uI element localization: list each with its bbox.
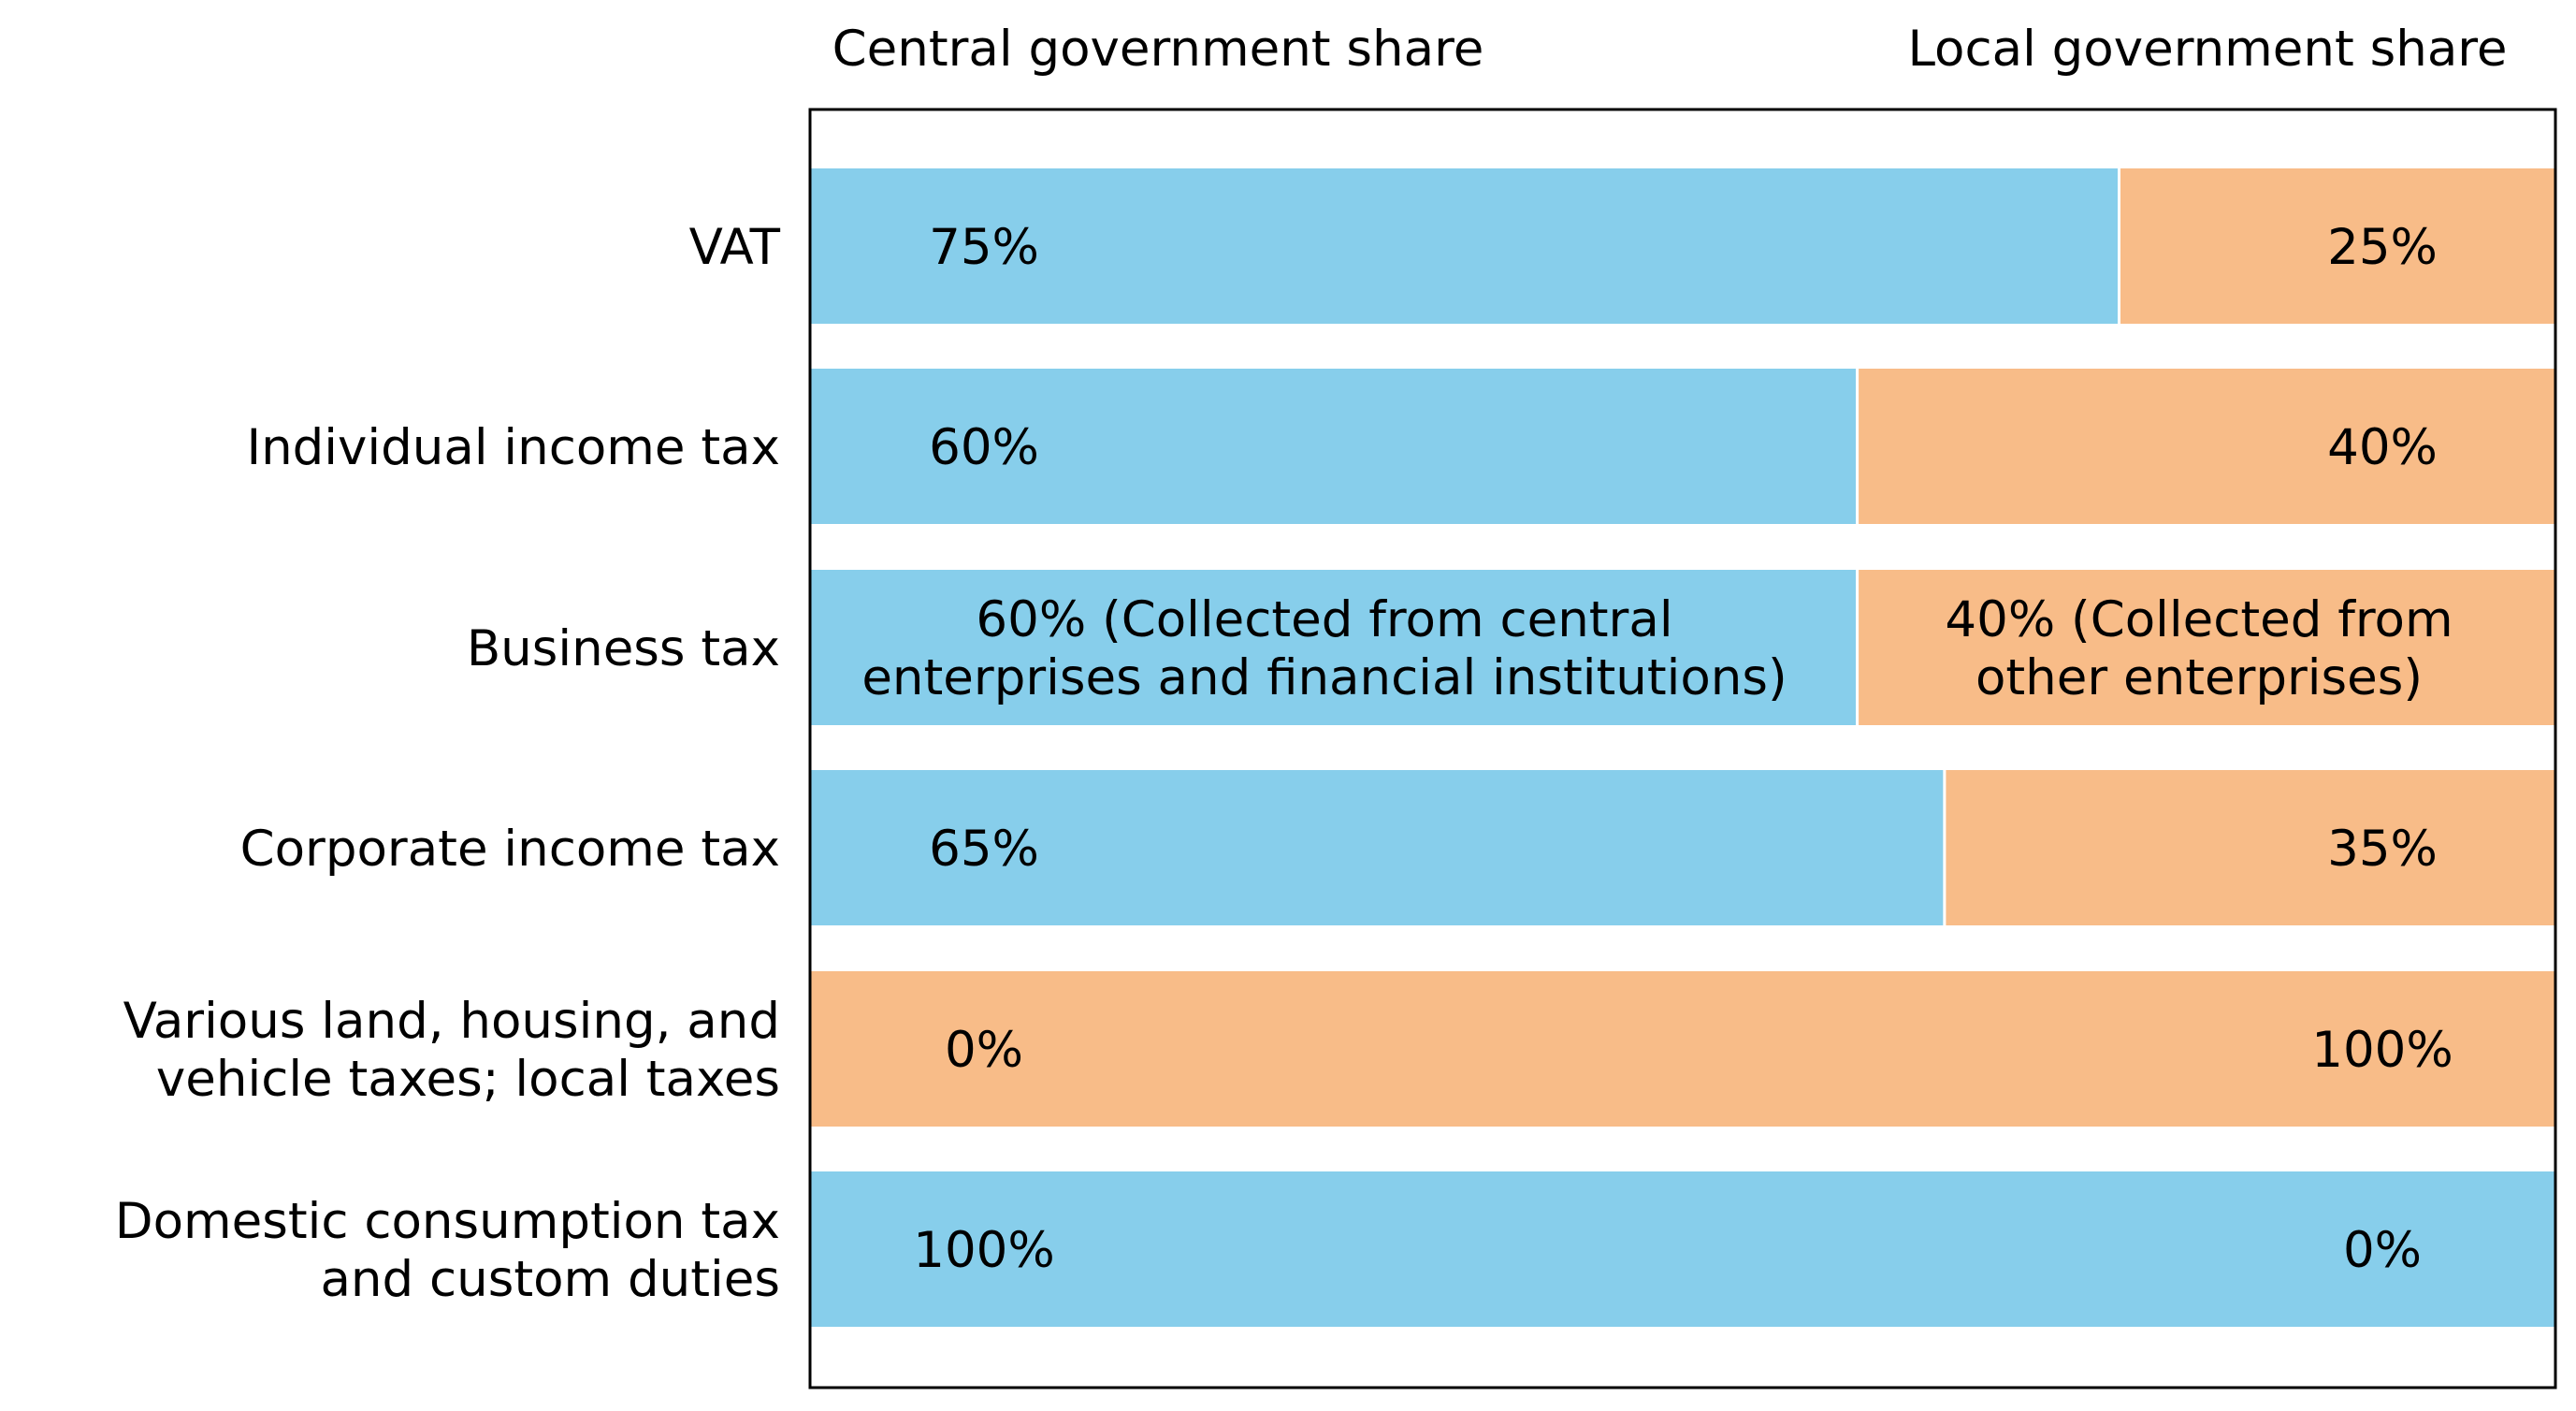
central-share-bar — [808, 767, 1946, 928]
category-label: Various land, housing, and — [123, 993, 780, 1050]
local-share-bar — [1943, 767, 2557, 928]
local-share-label: 100% — [2311, 1022, 2453, 1079]
category-label: vehicle taxes; local taxes — [156, 1051, 780, 1108]
plot-frame — [808, 108, 2557, 1389]
central-share-label: 60% (Collected from central — [976, 591, 1672, 648]
local-share-label: 0% — [2343, 1222, 2422, 1279]
local-share-bar — [1856, 366, 2557, 527]
local-share-label: 40% (Collected from — [1945, 591, 2453, 648]
central-share-label: 0% — [945, 1022, 1023, 1079]
local-share-bar — [1856, 567, 2557, 728]
local-share-bar — [808, 968, 2557, 1129]
category-label: Domestic consumption tax — [115, 1193, 780, 1250]
local-share-bar — [2118, 166, 2557, 327]
category-label: and custom duties — [320, 1251, 780, 1308]
central-share-label: 65% — [929, 821, 1039, 878]
central-share-bar — [808, 1169, 2557, 1330]
local-share-label: 40% — [2327, 419, 2438, 476]
central-share-label: 60% — [929, 419, 1039, 476]
central-share-label: 75% — [929, 219, 1039, 276]
central-share-bar — [808, 366, 1860, 527]
category-label: Corporate income tax — [240, 821, 780, 878]
local-share-label: other enterprises) — [1975, 649, 2423, 706]
header-central: Central government share — [832, 21, 1484, 78]
central-share-label: 100% — [913, 1222, 1055, 1279]
central-share-label: enterprises and financial institutions) — [861, 649, 1787, 706]
category-label: VAT — [689, 219, 781, 276]
category-label: Individual income tax — [246, 419, 780, 476]
central-share-bar — [808, 166, 2120, 327]
central-share-bar — [808, 567, 1860, 728]
header-local: Local government share — [1907, 21, 2507, 78]
local-share-label: 35% — [2327, 821, 2438, 878]
category-label: Business tax — [467, 620, 780, 677]
local-share-label: 25% — [2327, 219, 2438, 276]
